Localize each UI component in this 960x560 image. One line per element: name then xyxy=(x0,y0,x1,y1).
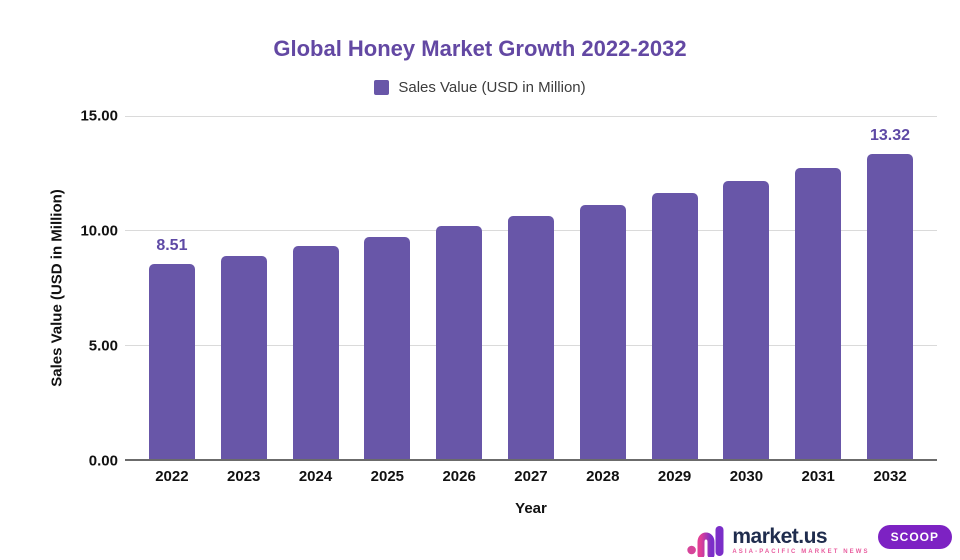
bar-2023 xyxy=(220,255,267,459)
bar-slot-2027 xyxy=(495,116,567,459)
bar-slot-2025 xyxy=(351,116,423,459)
legend-swatch-icon xyxy=(374,80,390,95)
bar-slot-2024 xyxy=(280,116,352,459)
x-tick-label-2023: 2023 xyxy=(227,468,261,485)
legend: Sales Value (USD in Million) xyxy=(0,79,960,96)
x-tick-label-2028: 2028 xyxy=(586,468,620,485)
bar-2027 xyxy=(507,215,554,459)
bar-2028 xyxy=(579,204,626,459)
bar-2026 xyxy=(436,226,483,459)
bar-2032 xyxy=(867,154,914,459)
bar-slot-2022: 8.51 xyxy=(136,116,208,459)
brand-text-block: market.us ASIA-PACIFIC MARKET NEWS xyxy=(732,526,869,555)
bar-slot-2032: 13.32 xyxy=(854,116,926,459)
legend-label: Sales Value (USD in Million) xyxy=(398,79,586,96)
bar-value-label-2032: 13.32 xyxy=(870,127,911,145)
bar-slot-2029 xyxy=(639,116,711,459)
x-tick-label-2032: 2032 xyxy=(873,468,907,485)
x-tick-label-2030: 2030 xyxy=(729,468,764,485)
y-tick-label: 15.00 xyxy=(80,107,118,125)
brand-name: market.us xyxy=(732,524,828,548)
y-tick-label: 0.00 xyxy=(88,452,118,470)
bar-2029 xyxy=(651,192,698,459)
bar-2022 xyxy=(148,264,195,459)
plot-area: 8.51 13.32 xyxy=(125,116,937,461)
bar-value-label-2022: 8.51 xyxy=(156,237,188,255)
x-tick-label-2029: 2029 xyxy=(657,468,692,485)
x-tick-label-2027: 2027 xyxy=(514,468,548,485)
y-tick-label: 5.00 xyxy=(88,337,118,355)
x-tick-label-2026: 2026 xyxy=(442,468,476,485)
bar-slot-2030 xyxy=(711,116,783,459)
marketus-logo: market.us ASIA-PACIFIC MARKET NEWS SCOOP xyxy=(687,523,952,557)
bar-2024 xyxy=(292,246,339,459)
brand-tagline: ASIA-PACIFIC MARKET NEWS xyxy=(732,548,870,555)
bar-2025 xyxy=(364,236,411,459)
bar-slot-2023 xyxy=(208,116,280,459)
bars-row: 8.51 13.32 xyxy=(125,116,937,459)
bar-2030 xyxy=(723,180,770,459)
y-tick-label: 10.00 xyxy=(80,222,118,240)
bar-slot-2028 xyxy=(567,116,639,459)
chart-title: Global Honey Market Growth 2022-2032 xyxy=(273,36,687,61)
bar-2031 xyxy=(795,168,842,459)
x-tick-label-2022: 2022 xyxy=(155,468,189,485)
bar-slot-2026 xyxy=(423,116,495,459)
scoop-badge: SCOOP xyxy=(877,525,952,549)
x-tick-label-2025: 2025 xyxy=(370,468,405,485)
x-tick-label-2024: 2024 xyxy=(298,468,333,485)
marketus-brand-icon xyxy=(687,523,724,557)
x-tick-label-2031: 2031 xyxy=(801,468,835,485)
gridline xyxy=(125,116,937,117)
x-axis: 2022 2023 2024 2025 2026 2027 2028 2029 2030 2031… xyxy=(125,468,937,485)
bar-slot-2031 xyxy=(782,116,854,459)
y-axis: 15.00 10.00 5.00 0.00 xyxy=(0,108,118,470)
x-axis-title: Year xyxy=(515,500,547,517)
